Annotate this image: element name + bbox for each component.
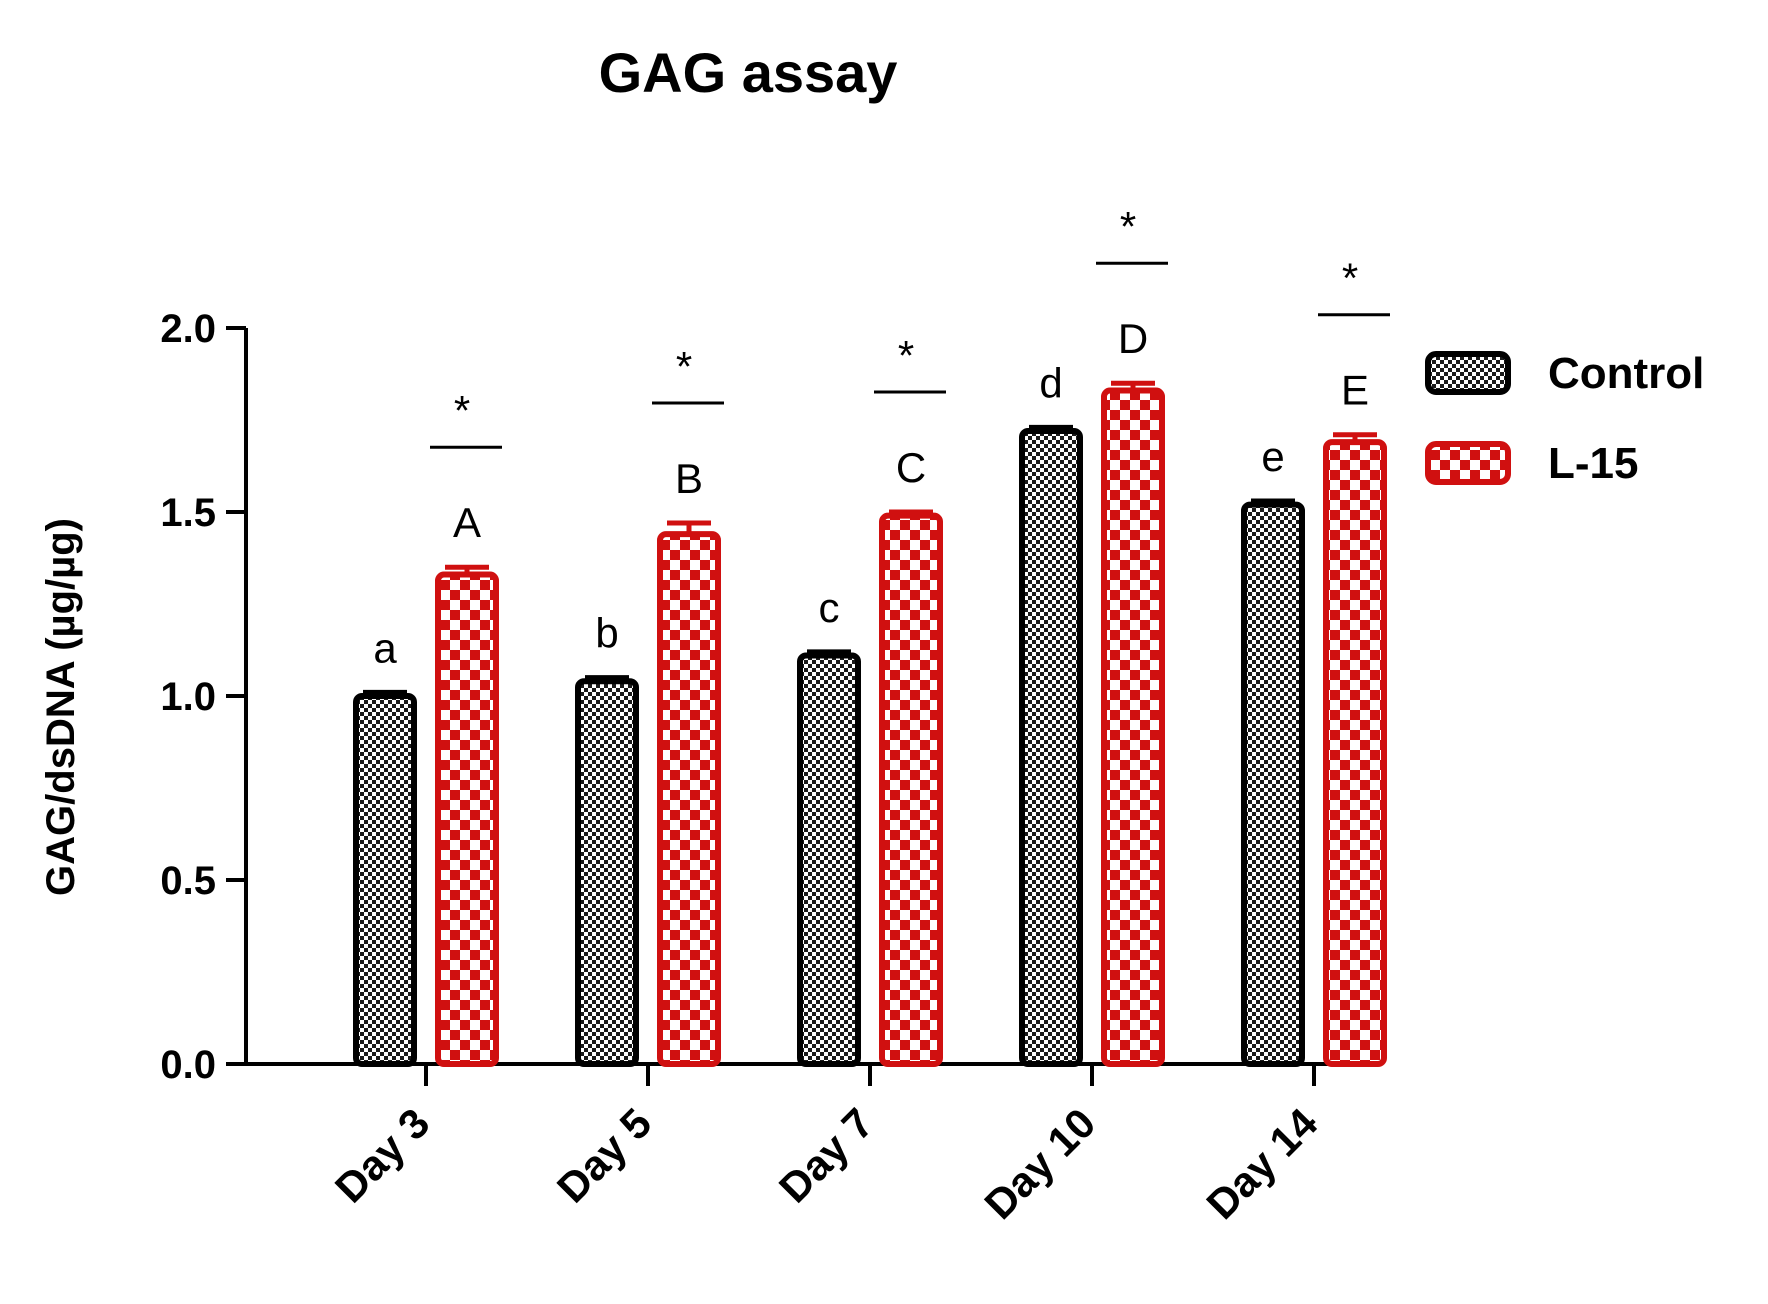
y-tick-label: 0.0 bbox=[160, 1043, 216, 1087]
significance-star: * bbox=[676, 343, 692, 390]
bar-l15 bbox=[879, 512, 943, 1067]
x-tick-label: Day 14 bbox=[1197, 1099, 1326, 1228]
significance-letter: a bbox=[373, 624, 397, 671]
significance-letter: b bbox=[595, 610, 618, 657]
x-tick-label: Day 10 bbox=[975, 1099, 1104, 1228]
bar-control bbox=[797, 652, 861, 1068]
significance-letter: B bbox=[675, 455, 703, 502]
significance-letter: c bbox=[819, 584, 840, 631]
significance-star: * bbox=[898, 332, 914, 379]
y-tick-label: 1.5 bbox=[160, 491, 216, 535]
y-tick-label: 0.5 bbox=[160, 859, 216, 903]
significance-letter: C bbox=[896, 444, 926, 491]
bar-control bbox=[575, 678, 639, 1068]
axes: 0.0 0.5 1.0 1.5 2.0 Day 3 Day 5 Day 7 Day 10 Day … bbox=[160, 307, 1356, 1228]
bar-l15 bbox=[1101, 387, 1165, 1067]
x-tick-label: Day 3 bbox=[326, 1099, 438, 1211]
bar-control bbox=[1019, 428, 1083, 1068]
bars bbox=[353, 380, 1387, 1068]
significance-letter: e bbox=[1261, 433, 1284, 480]
significance-letter: d bbox=[1039, 359, 1062, 406]
chart-title: GAG assay bbox=[599, 41, 898, 104]
legend-swatch-control bbox=[1425, 351, 1511, 395]
bar-l15 bbox=[1323, 439, 1387, 1067]
significance-letter: D bbox=[1118, 315, 1148, 362]
legend-swatch-l15 bbox=[1425, 441, 1511, 485]
significance-star: * bbox=[1342, 255, 1358, 302]
bar-control bbox=[353, 693, 417, 1067]
bar-l15 bbox=[657, 531, 721, 1067]
significance-letter: A bbox=[453, 499, 481, 546]
legend-label-control: Control bbox=[1548, 349, 1704, 398]
significance-star: * bbox=[1120, 203, 1136, 250]
significance-letter: E bbox=[1341, 367, 1369, 414]
significance-star: * bbox=[454, 387, 470, 434]
y-tick-label: 1.0 bbox=[160, 675, 216, 719]
y-axis-label: GAG/dsDNA (µg/µg) bbox=[39, 518, 83, 896]
y-tick-label: 2.0 bbox=[160, 307, 216, 351]
legend: Control L-15 bbox=[1425, 349, 1704, 488]
annotations: a b c d e A B C D E * * * * * bbox=[373, 203, 1390, 671]
x-tick-label: Day 7 bbox=[770, 1099, 882, 1211]
legend-label-l15: L-15 bbox=[1548, 439, 1638, 488]
bar-l15 bbox=[435, 571, 499, 1067]
x-tick-label: Day 5 bbox=[548, 1099, 660, 1211]
bar-control bbox=[1241, 501, 1305, 1067]
